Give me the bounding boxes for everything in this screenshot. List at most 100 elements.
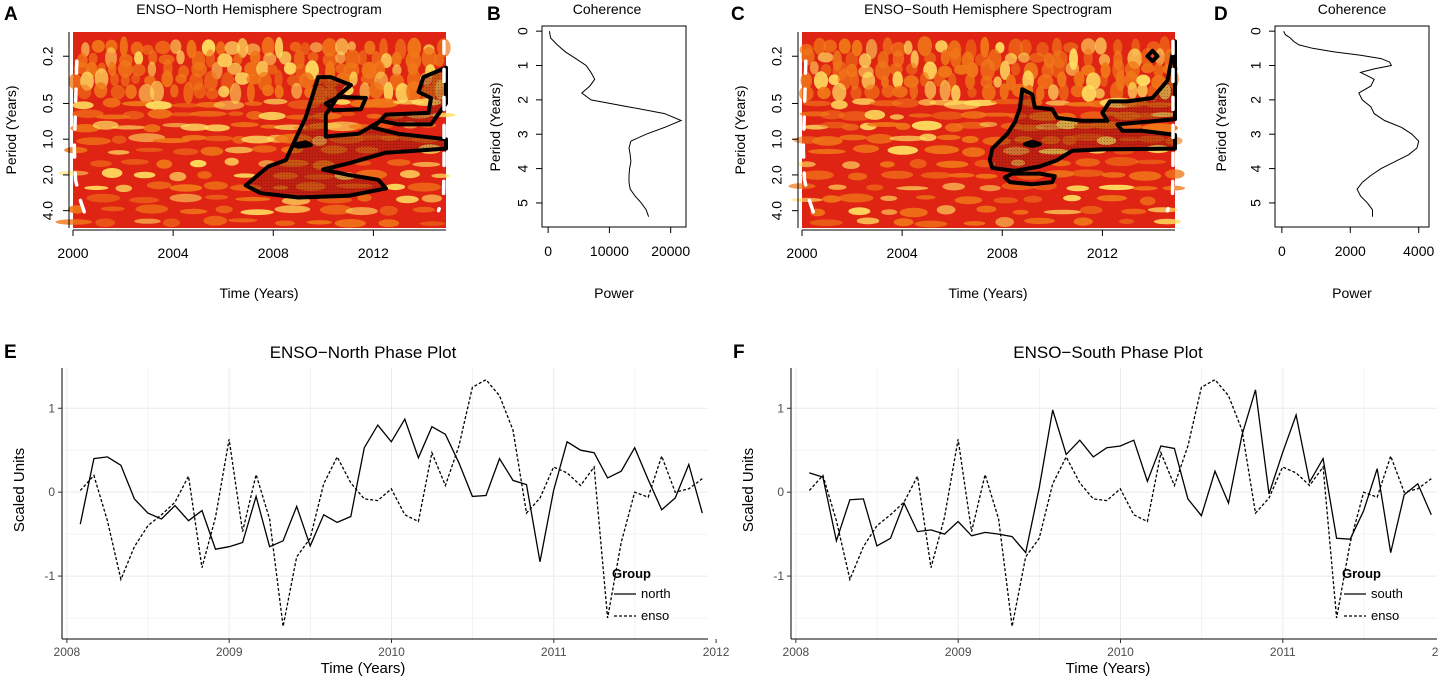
coherence-line-b — [548, 31, 683, 217]
heatmap-cell — [289, 41, 302, 52]
y-tick-label: 0.5 — [40, 94, 56, 114]
heatmap-cell — [960, 111, 987, 119]
heatmap-cell — [274, 205, 311, 214]
heatmap-cell — [1075, 158, 1100, 167]
heatmap-cell — [108, 61, 117, 76]
heatmap-cell — [1164, 169, 1185, 179]
heatmap-cell — [392, 64, 402, 76]
heatmap-cell — [251, 145, 277, 153]
heatmap-cell — [193, 82, 207, 99]
series-enso-line-e — [79, 378, 703, 627]
heatmap-cell — [233, 53, 243, 65]
heatmap-cell — [909, 159, 927, 169]
chart-title-b: Coherence — [573, 1, 642, 17]
heatmap-cell — [235, 196, 271, 202]
heatmap-cell — [134, 218, 161, 224]
heatmap-cell — [406, 80, 422, 103]
heatmap-cell — [274, 85, 284, 99]
heatmap-cell — [263, 52, 277, 66]
y-axis-label-d: Period (Years) — [1213, 83, 1229, 172]
heatmap-cell — [95, 218, 115, 227]
heatmap-cell — [218, 85, 230, 98]
heatmap-cell — [1153, 63, 1164, 78]
heatmap-cell — [309, 42, 323, 53]
x-tick-label: 0 — [544, 243, 552, 259]
y-tick-label: 3 — [1248, 130, 1264, 138]
heatmap-cell — [203, 215, 228, 226]
significance-contour — [987, 39, 1177, 173]
heatmap-cell — [999, 60, 1011, 80]
heatmap-cell — [102, 97, 121, 108]
heatmap-cell — [1096, 195, 1127, 202]
y-tick-label: 1.0 — [40, 129, 56, 149]
heatmap-cell — [115, 184, 133, 193]
heatmap-cell — [847, 172, 868, 181]
heatmap-cell — [940, 49, 951, 66]
heatmap-cell — [801, 170, 834, 180]
y-axis-label-e: Scaled Units — [11, 448, 28, 532]
legend-label-south: south — [1371, 586, 1403, 601]
heatmap-cell — [1155, 48, 1165, 66]
heatmap-cell — [1005, 53, 1017, 65]
heatmap-cell — [915, 195, 936, 200]
heatmap-cell — [802, 100, 832, 107]
heatmap-cell — [1024, 217, 1055, 225]
heatmap-c — [788, 32, 1186, 228]
heatmap-cell — [227, 218, 258, 223]
heatmap-cell — [866, 133, 894, 144]
heatmap-cell — [954, 64, 970, 75]
heatmap-cell — [203, 181, 228, 190]
heatmap-cell — [889, 114, 905, 120]
heatmap-cell — [880, 161, 895, 168]
heatmap-cell — [808, 148, 846, 155]
heatmap-cell — [324, 121, 362, 132]
x-tick-label: 2000 — [1335, 243, 1366, 259]
heatmap-cell — [1081, 85, 1097, 102]
x-tick-label: 2011 — [541, 645, 567, 659]
heatmap-cell — [213, 100, 245, 110]
heatmap-cell — [189, 110, 227, 117]
heatmap-cell — [1098, 184, 1135, 191]
x-tick-label: 2008 — [783, 645, 810, 659]
heatmap-cell — [307, 51, 319, 63]
cone-of-influence-a — [72, 39, 446, 218]
heatmap-cell — [961, 135, 979, 144]
heatmap-cell — [962, 147, 986, 158]
legend-label-north: north — [641, 586, 671, 601]
heatmap-cell — [183, 81, 194, 104]
y-tick-label: 0 — [515, 27, 531, 35]
heatmap-cell — [279, 51, 292, 65]
heatmap-cell — [1012, 209, 1029, 215]
heatmap-cell — [156, 159, 173, 169]
heatmap-cell — [146, 181, 172, 190]
heatmap-cell — [1121, 208, 1147, 215]
y-axis-label-f: Scaled Units — [740, 448, 757, 532]
heatmap-cell — [148, 49, 158, 66]
heatmap-cell — [899, 207, 928, 218]
significance-contour — [1145, 48, 1160, 64]
x-axis-label-e: Time (Years) — [321, 660, 406, 677]
heatmap-cell — [852, 144, 880, 153]
heatmap-cell — [967, 87, 977, 98]
y-axis-label-a: Period (Years) — [3, 86, 19, 175]
heatmap-cell — [205, 194, 229, 200]
heatmap-cell — [131, 73, 141, 84]
heatmap-cell — [1073, 71, 1085, 87]
heatmap-cell — [134, 51, 144, 65]
heatmap-cell — [300, 42, 311, 56]
heatmap-cell — [229, 82, 242, 104]
significance-contour — [1022, 139, 1042, 148]
heatmap-cell — [217, 53, 233, 68]
heatmap-cell — [924, 52, 937, 65]
heatmap-cell — [1136, 74, 1151, 87]
heatmap-cell — [233, 173, 257, 178]
heatmap-cell — [385, 183, 406, 191]
heatmap-cell — [881, 84, 895, 98]
heatmap-cell — [152, 138, 191, 144]
heatmap-cell — [334, 99, 351, 105]
y-tick-label: 1 — [1248, 61, 1264, 69]
heatmap-cell — [250, 50, 261, 64]
heatmap-cell — [1063, 194, 1081, 202]
heatmap-cell — [889, 135, 927, 142]
heatmap-cell — [197, 171, 212, 179]
